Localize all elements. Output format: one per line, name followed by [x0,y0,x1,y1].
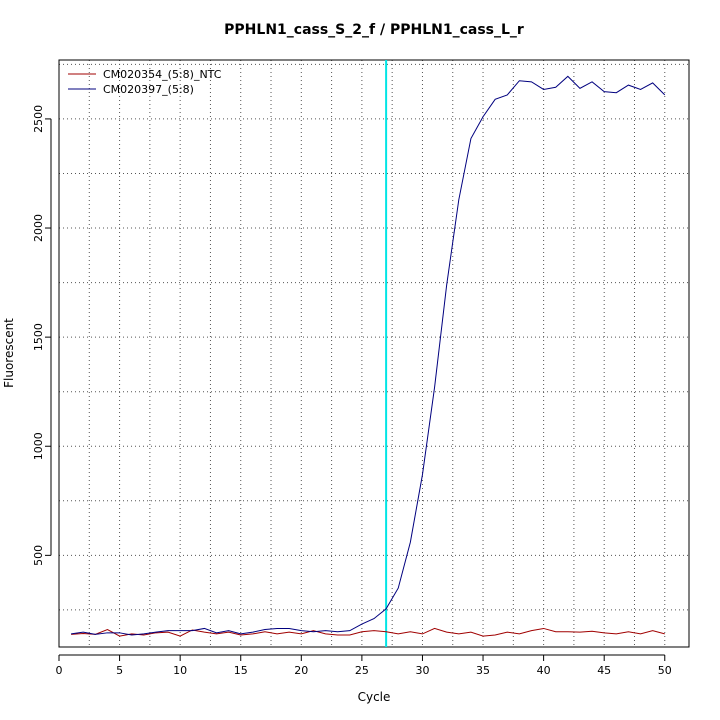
x-tick-label: 40 [537,664,551,677]
y-tick-label: 2500 [32,105,45,133]
x-axis: 0 5 10 15 20 25 30 35 40 45 50 [56,654,672,677]
legend-label-ntc: CM020354_(5:8)_NTC [103,68,222,81]
x-tick-label: 35 [476,664,490,677]
grid [59,60,689,647]
x-tick-label: 5 [116,664,123,677]
x-tick-label: 50 [658,664,672,677]
y-tick-label: 1500 [32,323,45,351]
y-axis-label: Fluorescent [2,318,16,388]
legend: CM020354_(5:8)_NTC CM020397_(5:8) [68,68,222,96]
series-group [71,75,666,637]
x-axis-label: Cycle [358,690,391,704]
legend-label-sample: CM020397_(5:8) [103,83,194,96]
y-tick-label: 1000 [32,432,45,460]
y-axis: 500 1000 1500 2000 2500 [32,105,52,566]
x-tick-label: 45 [597,664,611,677]
chart-title: PPHLN1_cass_S_2_f / PPHLN1_cass_L_r [224,22,524,38]
series-line-1 [71,75,666,636]
x-tick-label: 30 [415,664,429,677]
x-tick-label: 15 [234,664,248,677]
x-tick-label: 0 [56,664,63,677]
y-tick-label: 500 [32,545,45,566]
x-tick-label: 10 [173,664,187,677]
series-line-0 [71,627,665,637]
x-tick-label: 20 [294,664,308,677]
y-tick-label: 2000 [32,214,45,242]
plot-area [58,59,690,648]
x-tick-label: 25 [355,664,369,677]
